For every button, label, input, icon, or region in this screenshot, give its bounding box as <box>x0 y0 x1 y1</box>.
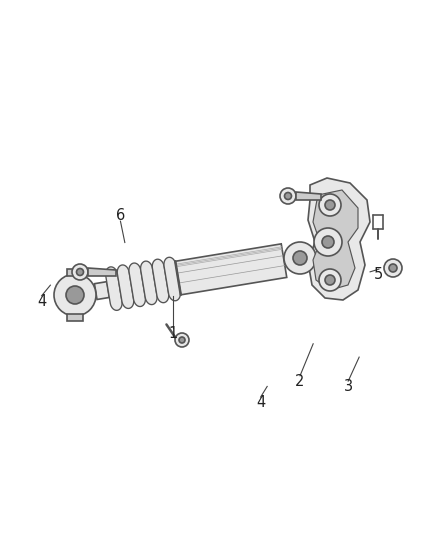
Text: 5: 5 <box>374 267 384 282</box>
Text: 3: 3 <box>344 379 353 394</box>
Circle shape <box>325 200 335 210</box>
Circle shape <box>319 269 341 291</box>
Text: 2: 2 <box>295 374 305 389</box>
Circle shape <box>54 274 96 316</box>
Text: 1: 1 <box>168 326 178 341</box>
Polygon shape <box>67 269 83 276</box>
Circle shape <box>175 333 189 347</box>
Circle shape <box>77 269 84 276</box>
Text: 6: 6 <box>116 208 125 223</box>
Circle shape <box>319 194 341 216</box>
Polygon shape <box>95 281 110 300</box>
Polygon shape <box>117 265 134 309</box>
Polygon shape <box>106 267 122 310</box>
Circle shape <box>285 192 292 199</box>
Polygon shape <box>296 192 321 200</box>
Circle shape <box>389 264 397 272</box>
Circle shape <box>325 275 335 285</box>
Polygon shape <box>67 314 83 321</box>
Circle shape <box>293 251 307 265</box>
Polygon shape <box>141 261 157 305</box>
Circle shape <box>322 236 334 248</box>
Polygon shape <box>152 259 169 303</box>
Polygon shape <box>164 257 180 301</box>
Circle shape <box>179 337 185 343</box>
Polygon shape <box>313 190 358 290</box>
Polygon shape <box>88 268 116 276</box>
Polygon shape <box>308 178 370 300</box>
Circle shape <box>280 188 296 204</box>
Circle shape <box>314 228 342 256</box>
Polygon shape <box>129 263 145 306</box>
Circle shape <box>66 286 84 304</box>
Text: 4: 4 <box>37 294 46 309</box>
Circle shape <box>72 264 88 280</box>
Circle shape <box>384 259 402 277</box>
Text: 4: 4 <box>256 395 265 410</box>
Polygon shape <box>175 244 287 295</box>
Circle shape <box>284 242 316 274</box>
